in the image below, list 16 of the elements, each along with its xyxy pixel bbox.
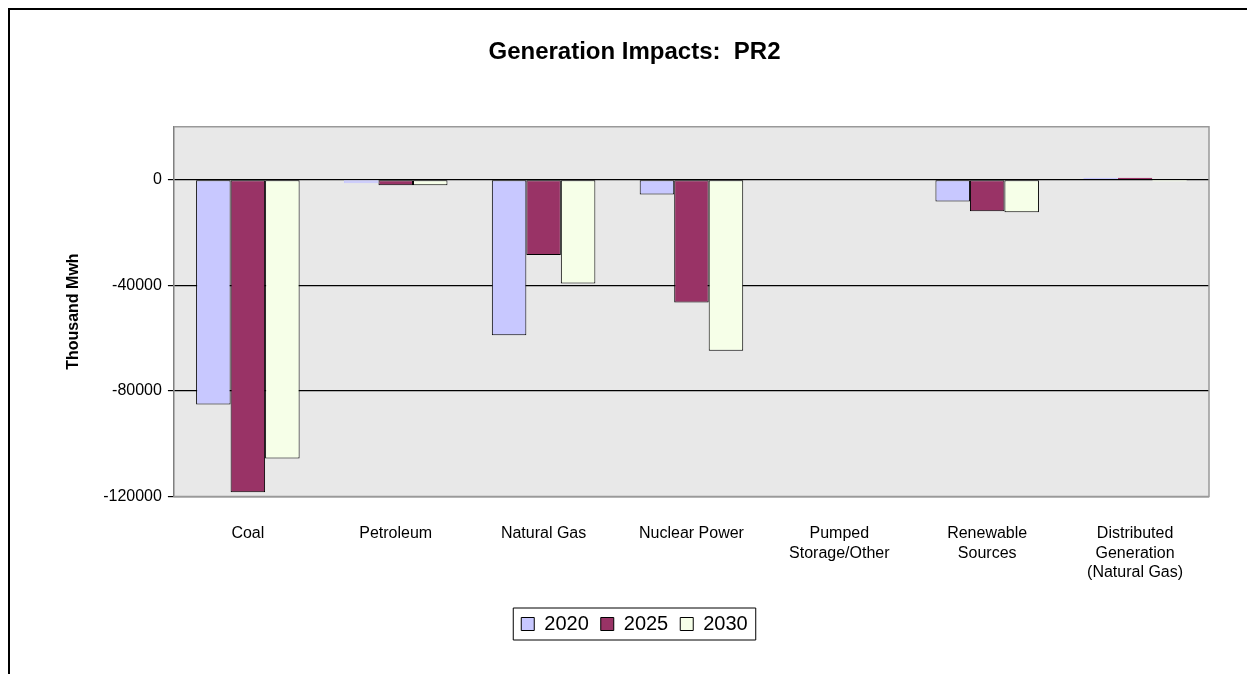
chart-title: Generation Impacts: PR2 [488,37,781,65]
y-tick-label: -40000 [112,275,163,293]
x-tick-label: Petroleum [359,524,433,542]
legend-label: 2020 [544,611,589,634]
y-tick-label: -120000 [103,486,163,504]
legend-label: 2030 [703,611,748,634]
x-tick-label: Renewable Sources [947,524,1028,561]
x-tick-label: Distributed Generation (Natural Gas) [1087,524,1184,580]
legend-label: 2025 [623,611,669,634]
x-tick-label: Natural Gas [500,524,587,542]
x-tick-label: Coal [231,524,265,542]
y-tick-label: 0 [153,170,163,188]
x-tick-label: Pumped Storage/Other [789,524,891,561]
y-tick-label: -80000 [112,381,163,399]
y-axis-title: Thousand Mwh [64,253,82,370]
x-tick-label: Nuclear Power [638,524,745,542]
